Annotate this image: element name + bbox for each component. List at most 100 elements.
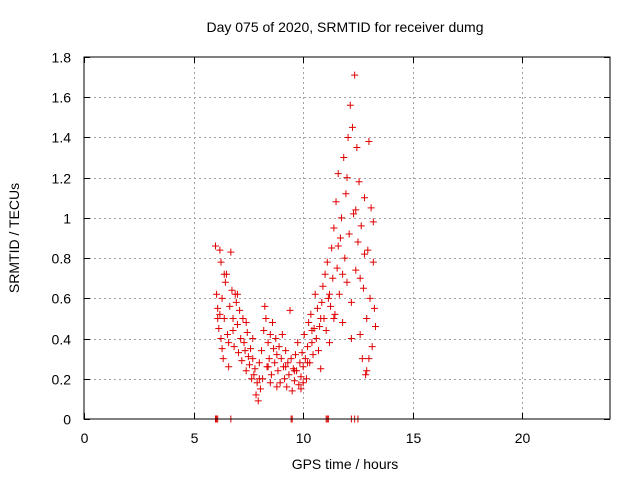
data-point (218, 294, 226, 302)
data-point (255, 375, 263, 383)
data-point (253, 379, 261, 387)
data-point (264, 363, 272, 371)
data-point (212, 242, 219, 250)
data-point (329, 274, 337, 282)
data-point (290, 377, 298, 385)
x-axis-title: GPS time / hours (292, 456, 399, 472)
data-point (322, 327, 330, 335)
data-point (219, 355, 227, 363)
grid (84, 57, 610, 419)
data-point (242, 318, 250, 326)
data-point (291, 351, 299, 359)
data-point (344, 133, 352, 141)
data-point (301, 355, 309, 363)
data-point (363, 314, 371, 322)
x-tick-label: 15 (406, 430, 422, 446)
data-point (239, 314, 247, 322)
data-point (282, 347, 290, 355)
data-point (284, 359, 292, 367)
data-points (212, 71, 379, 423)
data-point (367, 204, 375, 212)
data-point (224, 331, 232, 339)
data-point (325, 290, 333, 298)
y-tick-label: 1.4 (52, 130, 72, 146)
data-point (308, 327, 316, 335)
data-point (213, 290, 221, 298)
plot-frame (83, 56, 611, 420)
data-point (366, 294, 374, 302)
data-point (245, 361, 253, 369)
data-point (339, 318, 347, 326)
data-point (258, 347, 266, 355)
y-tick-label: 1.2 (52, 171, 72, 187)
data-point (288, 387, 296, 395)
data-point (354, 238, 362, 246)
data-point (350, 210, 358, 218)
x-tick-label: 5 (191, 430, 199, 446)
data-point (355, 178, 363, 186)
data-point (251, 365, 259, 373)
data-point (308, 339, 316, 347)
data-point (356, 331, 364, 339)
data-point (218, 345, 226, 353)
data-point (361, 194, 369, 202)
data-point (364, 246, 372, 254)
data-point (371, 322, 379, 330)
data-point (346, 101, 354, 109)
data-point (273, 351, 281, 359)
data-point (351, 71, 359, 79)
data-point (335, 290, 343, 298)
data-point (332, 198, 340, 206)
y-axis-title: SRMTID / TECUs (6, 183, 22, 293)
data-point (347, 335, 355, 343)
data-point (324, 294, 332, 302)
y-tick-label: 0.2 (52, 372, 72, 388)
data-point (229, 314, 237, 322)
data-point (242, 367, 250, 375)
data-point (217, 258, 225, 266)
data-point (241, 347, 249, 355)
data-point (290, 367, 298, 375)
data-point (339, 270, 347, 278)
data-point (255, 359, 263, 367)
data-point (221, 278, 229, 286)
data-point (361, 250, 369, 258)
data-point (347, 298, 355, 306)
axis-ticks: 0 0.2 0.4 0.6 0.8 1 1.2 1.4 1.6 1.8 0 5 10 15 20 (52, 50, 610, 446)
data-point (252, 391, 260, 399)
data-point (359, 284, 367, 292)
data-point (357, 222, 365, 230)
chart-title: Day 075 of 2020, SRMTID for receiver dum… (206, 19, 483, 35)
y-tick-label: 1.6 (52, 90, 72, 106)
data-point (334, 170, 342, 178)
data-point (264, 339, 272, 347)
data-point (353, 144, 361, 151)
data-point (272, 335, 280, 343)
data-point (336, 234, 344, 242)
data-point (214, 314, 222, 322)
data-point (237, 335, 245, 343)
data-point (233, 290, 241, 298)
data-point (230, 343, 238, 351)
data-point (238, 357, 246, 365)
data-point (302, 375, 310, 383)
data-point (214, 304, 222, 312)
data-point (327, 302, 335, 310)
y-tick-label: 0.8 (52, 251, 72, 267)
data-point (330, 224, 338, 232)
data-point (273, 383, 281, 391)
data-point (345, 230, 353, 238)
data-point (370, 304, 378, 312)
data-point (369, 258, 377, 266)
data-point (315, 347, 323, 355)
data-point (304, 343, 312, 351)
data-point (228, 286, 236, 294)
x-tick-label: 10 (296, 430, 312, 446)
data-point (275, 343, 283, 351)
data-point (256, 385, 264, 393)
data-point (248, 375, 256, 383)
data-point (330, 314, 338, 322)
data-point (352, 266, 360, 274)
data-point (276, 379, 284, 387)
